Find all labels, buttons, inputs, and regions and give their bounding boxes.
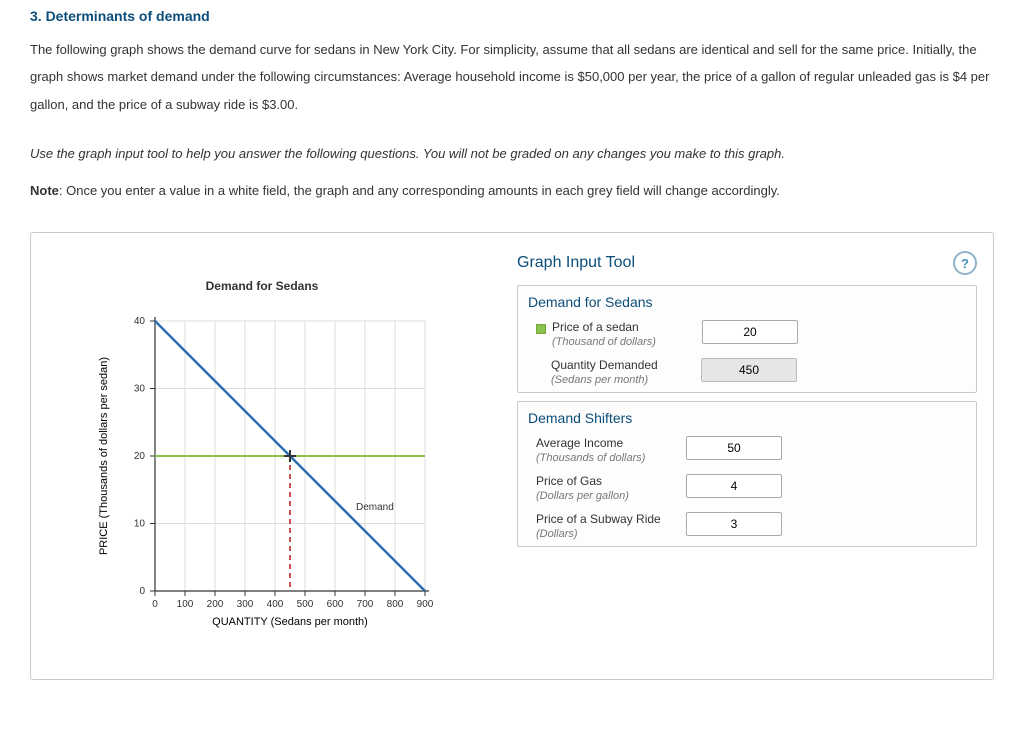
gas-label: Price of Gas: [536, 474, 602, 488]
quantity-output: [701, 358, 797, 382]
price-input[interactable]: [702, 320, 798, 344]
price-label: Price of a sedan: [552, 320, 639, 334]
gas-sublabel: (Dollars per gallon): [536, 490, 629, 502]
svg-text:0: 0: [139, 586, 145, 597]
shifters-section: Demand Shifters Average Income (Thousand…: [517, 401, 977, 547]
graph-tool-container: Demand for Sedans 0100200300400500600700…: [30, 232, 994, 680]
income-input[interactable]: [686, 436, 782, 460]
subway-sublabel: (Dollars): [536, 528, 578, 540]
quantity-sublabel: (Sedans per month): [551, 374, 648, 386]
input-panel: Graph Input Tool ? Demand for Sedans Pri…: [517, 251, 977, 661]
demand-section: Demand for Sedans Price of a sedan (Thou…: [517, 285, 977, 393]
instruction-line: Use the graph input tool to help you ans…: [30, 140, 994, 167]
shifters-section-title: Demand Shifters: [518, 402, 976, 432]
gas-row: Price of Gas (Dollars per gallon): [518, 470, 976, 508]
price-row: Price of a sedan (Thousand of dollars): [518, 316, 976, 354]
chart-column: Demand for Sedans 0100200300400500600700…: [47, 251, 477, 661]
tool-title: Graph Input Tool: [517, 254, 635, 272]
help-icon[interactable]: ?: [953, 251, 977, 275]
svg-text:QUANTITY (Sedans per month): QUANTITY (Sedans per month): [212, 616, 368, 628]
svg-text:500: 500: [297, 599, 314, 610]
income-sublabel: (Thousands of dollars): [536, 452, 645, 464]
chart-title: Demand for Sedans: [47, 279, 477, 293]
svg-text:800: 800: [387, 599, 404, 610]
demand-section-title: Demand for Sedans: [518, 286, 976, 316]
svg-text:Demand: Demand: [356, 502, 394, 513]
svg-text:100: 100: [177, 599, 194, 610]
intro-paragraph: The following graph shows the demand cur…: [30, 36, 994, 118]
svg-text:200: 200: [207, 599, 224, 610]
svg-text:0: 0: [152, 599, 158, 610]
svg-text:PRICE (Thousands of dollars pe: PRICE (Thousands of dollars per sedan): [98, 357, 110, 555]
gas-input[interactable]: [686, 474, 782, 498]
svg-text:30: 30: [134, 384, 146, 395]
demand-chart[interactable]: 0 100 200 300 400 500 600 700 800 900 0 10 20 30 40 Dem…: [77, 301, 447, 661]
subway-row: Price of a Subway Ride (Dollars): [518, 508, 976, 546]
price-sublabel: (Thousand of dollars): [552, 336, 656, 348]
note-line: Note: Once you enter a value in a white …: [30, 177, 994, 204]
section-heading: 3. Determinants of demand: [30, 0, 994, 36]
svg-text:40: 40: [134, 316, 146, 327]
income-row: Average Income (Thousands of dollars): [518, 432, 976, 470]
quantity-label: Quantity Demanded: [551, 358, 658, 372]
subway-input[interactable]: [686, 512, 782, 536]
svg-text:300: 300: [237, 599, 254, 610]
note-bold: Note: [30, 183, 59, 198]
svg-text:400: 400: [267, 599, 284, 610]
svg-text:10: 10: [134, 519, 146, 530]
quantity-row: Quantity Demanded (Sedans per month): [518, 354, 976, 392]
svg-text:20: 20: [134, 451, 146, 462]
svg-text:700: 700: [357, 599, 374, 610]
subway-label: Price of a Subway Ride: [536, 512, 661, 526]
income-label: Average Income: [536, 436, 623, 450]
price-marker-icon: [536, 324, 546, 334]
svg-text:600: 600: [327, 599, 344, 610]
svg-text:900: 900: [417, 599, 434, 610]
note-rest: : Once you enter a value in a white fiel…: [59, 183, 780, 198]
